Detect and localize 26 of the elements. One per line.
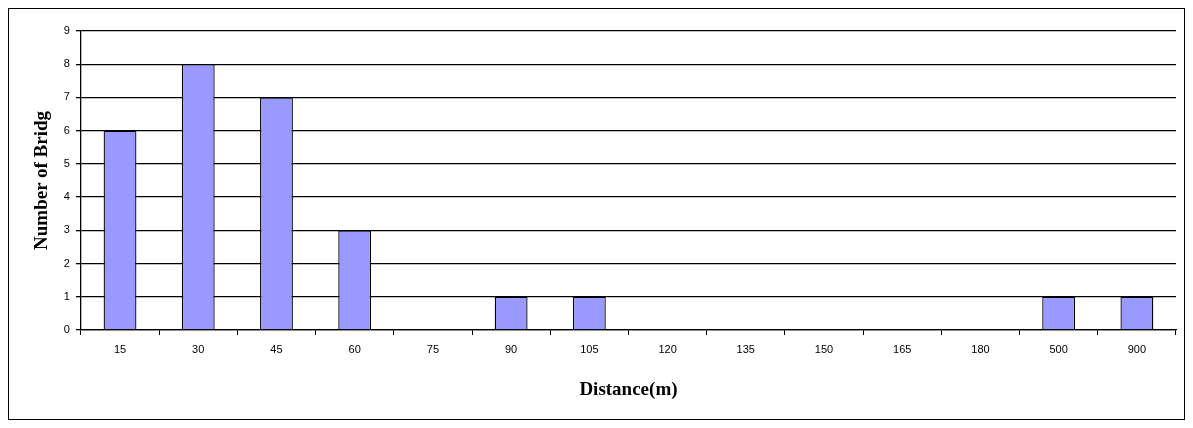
x-tick-label: 150 [814,342,834,355]
y-tick-label: 8 [63,57,70,70]
x-tick-label: 60 [348,342,361,355]
y-tick-label: 0 [63,323,70,336]
x-tick-label: 75 [426,342,440,355]
x-tick-label: 180 [971,342,990,355]
x-tick-label: 15 [113,342,127,355]
x-tick-label: 165 [893,342,912,355]
y-tick-label: 5 [63,156,70,169]
x-tick-label: 135 [736,342,755,355]
x-tick-label: 120 [658,342,677,355]
x-tick-label: 900 [1127,342,1147,355]
x-tick-label: 500 [1049,342,1068,355]
y-tick-label: 4 [63,190,70,203]
x-tick-label: 45 [270,342,283,355]
y-tick-label: 1 [63,289,70,302]
y-tick-label: 6 [63,123,70,136]
y-tick-label: 2 [63,256,70,269]
x-axis-title: Distance(m) [579,377,678,400]
y-tick-label: 7 [63,90,70,103]
y-tick-label: 3 [63,223,70,236]
y-axis-title: Number of Bridg [30,110,52,250]
x-tick-label: 30 [192,342,205,355]
x-tick-label: 90 [505,342,518,355]
x-tick-label: 105 [580,342,599,355]
y-tick-label: 9 [63,24,70,37]
